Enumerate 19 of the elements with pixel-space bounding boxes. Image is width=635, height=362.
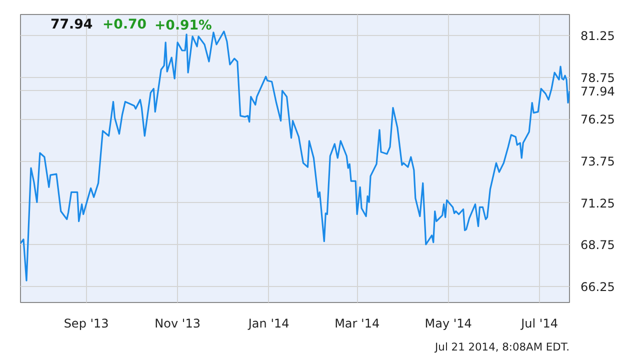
x-tick-label: Nov '13 [154,316,200,330]
annotation: 77.94 [50,18,93,32]
y-tick-label: 68.75 [580,238,615,252]
x-tick-label: Mar '14 [334,316,380,330]
annotation: +0.91% [154,18,212,34]
y-tick-label: 77.94 [580,84,615,98]
line-series [20,30,570,282]
y-tick-label: 66.25 [580,280,615,294]
x-tick-label: Sep '13 [64,316,109,330]
x-tick-label: May '14 [424,316,472,330]
y-tick-label: 81.25 [580,28,615,43]
y-tick-label: 73.75 [580,154,615,169]
x-tick-label: Jan '14 [247,316,290,330]
y-tick-label: 76.25 [580,112,615,127]
text: Jul 21 2014, 8:08AM EDT. [434,340,570,354]
y-tick-label: 71.25 [580,196,615,210]
annotation: +0.70 [102,18,147,32]
y-tick-label: 78.75 [580,70,615,85]
x-tick-label: Jul '14 [520,316,558,330]
